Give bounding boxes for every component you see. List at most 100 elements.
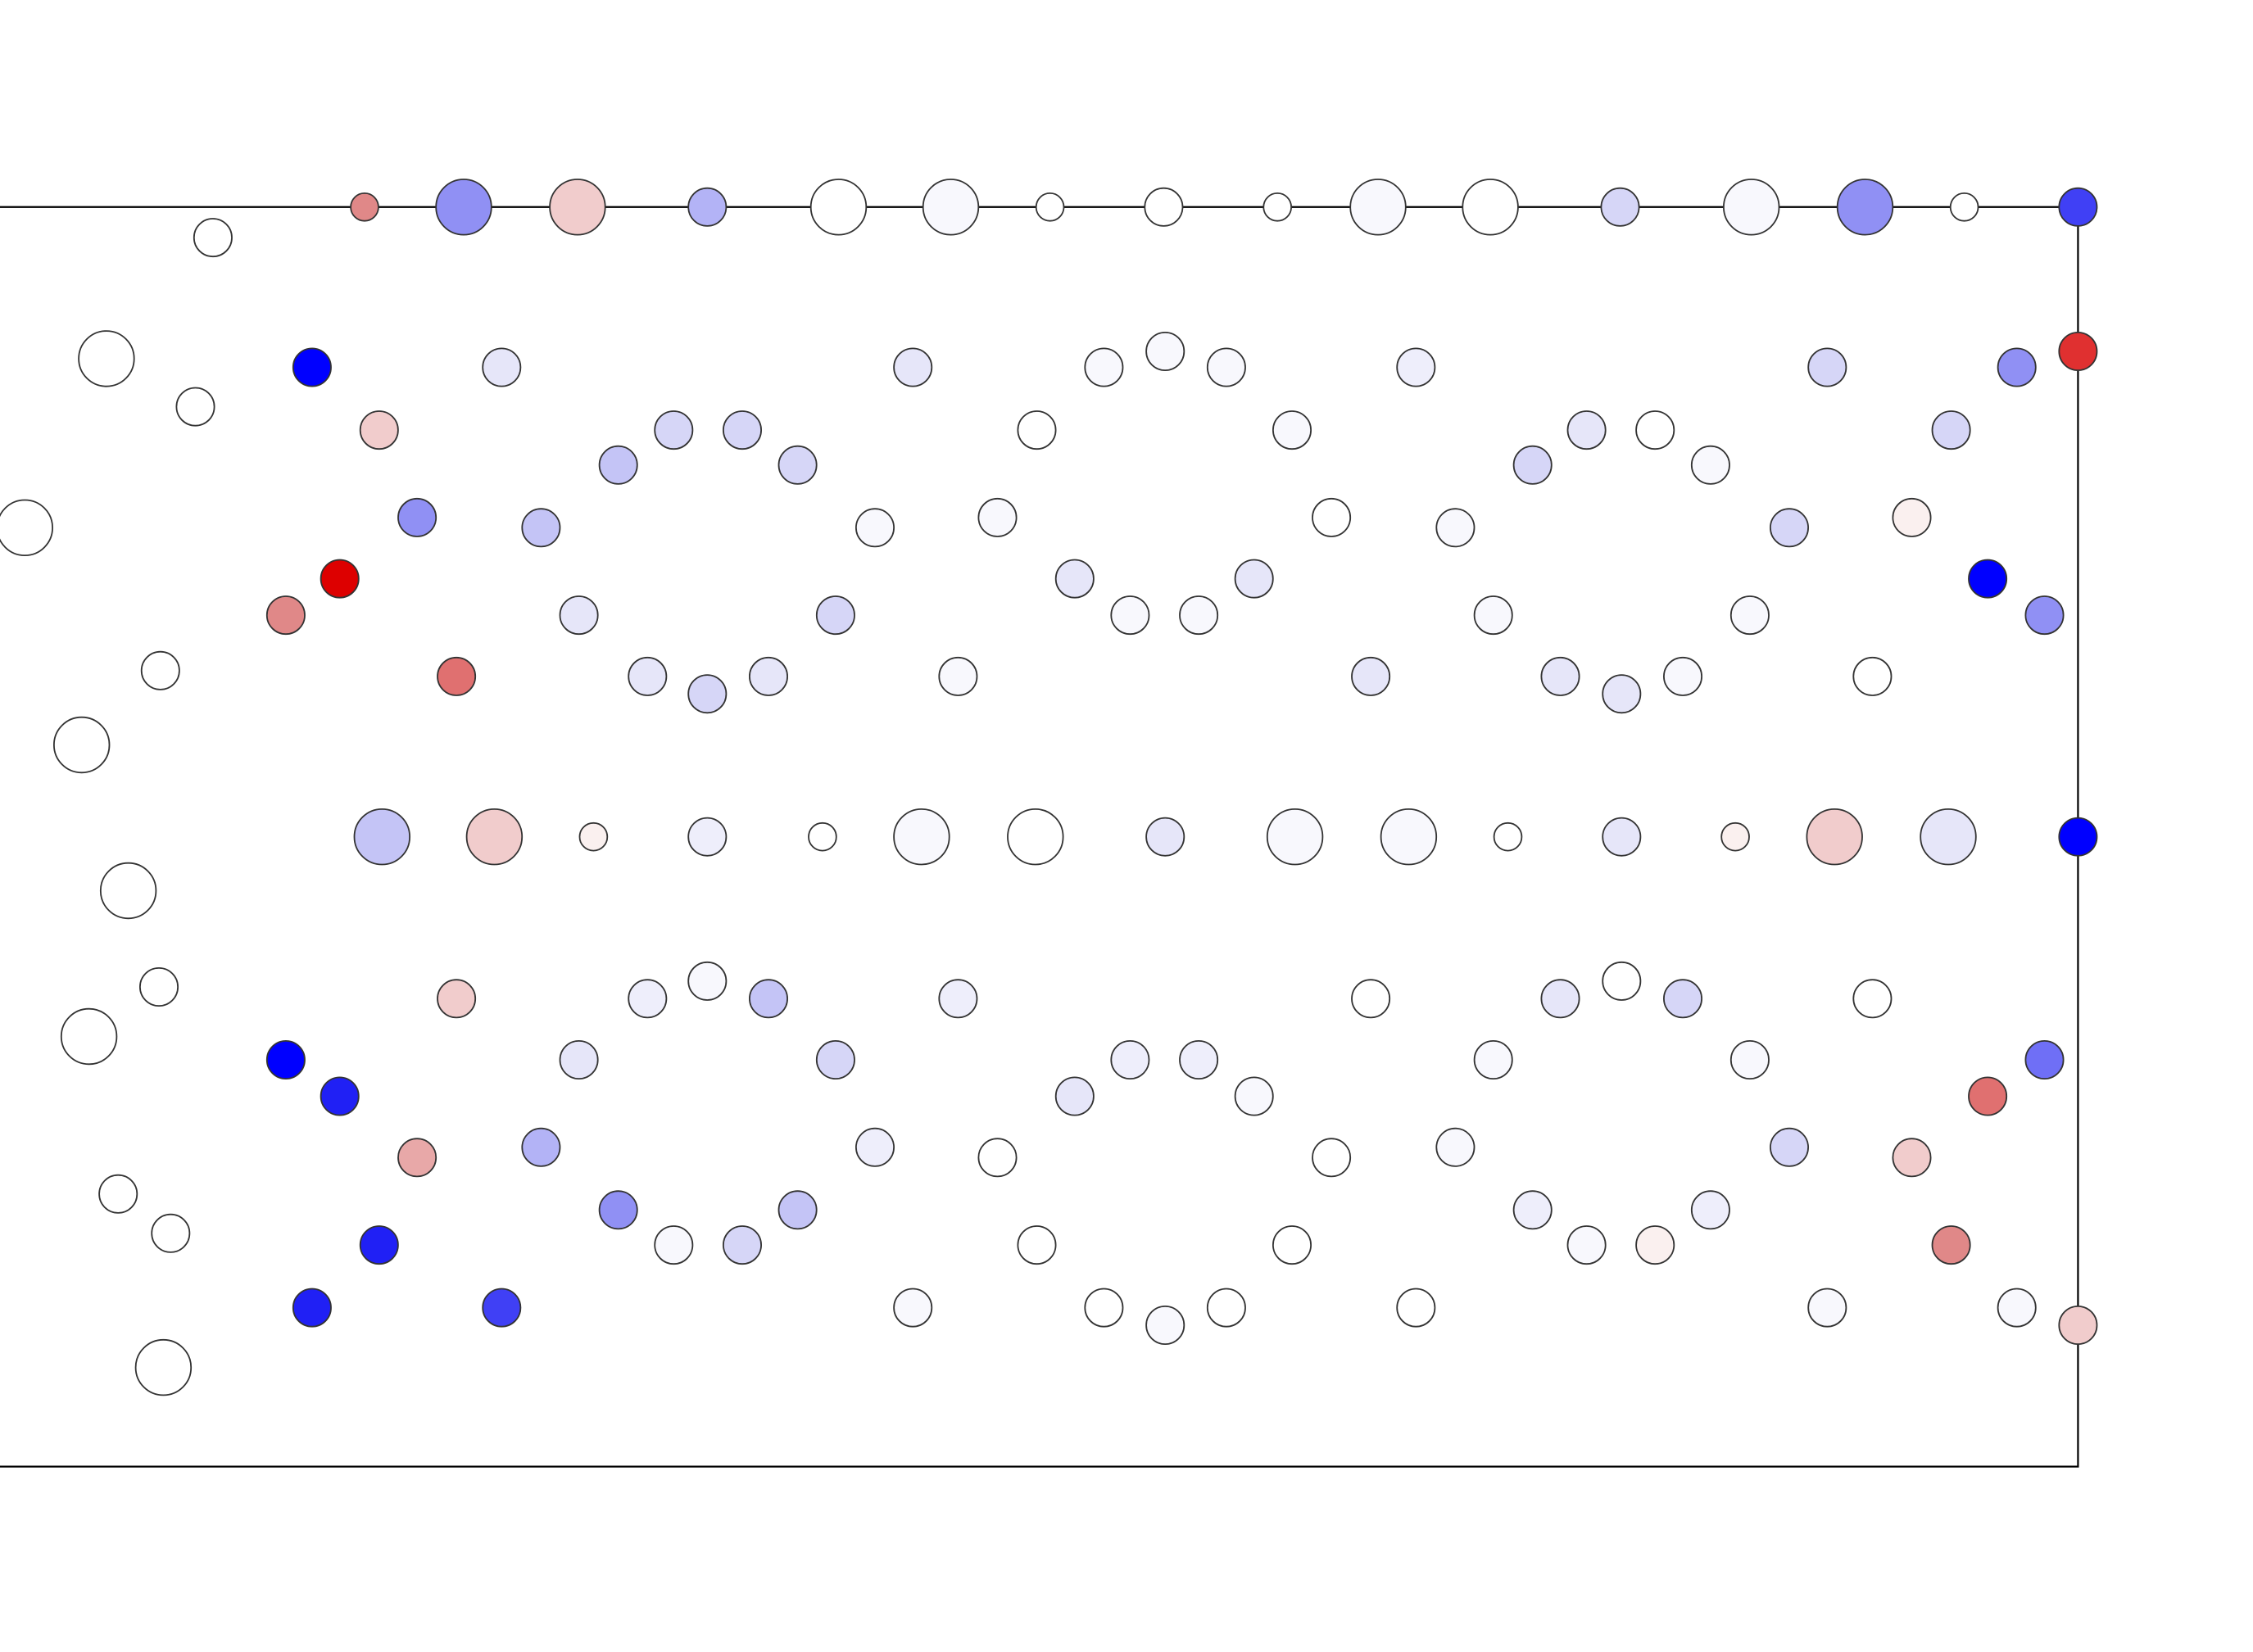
node-circle [99,862,157,920]
node-circle [1920,808,1977,866]
node-circle [1602,674,1642,714]
node-circle [1396,1288,1436,1328]
node-circle [292,347,332,387]
node-circle [1540,979,1580,1019]
node-circle [1663,979,1703,1019]
node-circle [578,821,609,852]
node-circle [893,808,950,866]
node-circle [1110,1040,1150,1080]
node-circle [1600,187,1640,227]
node-circle [1806,808,1863,866]
node-circle [1007,808,1064,866]
node-circle [654,1225,694,1265]
node-layer [0,179,2098,1396]
node-circle [1272,1225,1312,1265]
node-circle [1017,410,1057,450]
node-circle [1807,1288,1847,1328]
node-circle [98,1174,138,1214]
node-circle [151,1213,191,1253]
node-circle [559,595,599,636]
node-circle [2024,595,2065,636]
node-circle [1836,179,1894,236]
node-circle [1540,656,1580,696]
node-circle [2058,187,2098,227]
node-circle [1931,1225,1971,1265]
node-circle [353,808,410,866]
node-circle [687,187,728,227]
node-circle [922,179,980,236]
node-circle [193,218,233,258]
node-circle [359,1225,399,1265]
node-circle [1435,508,1476,548]
node-circle [138,967,179,1007]
node-circle [320,1076,360,1116]
node-circle [2024,1040,2065,1080]
node-circle [938,979,978,1019]
node-circle [1234,559,1274,599]
node-circle [815,1040,855,1080]
node-circle [893,347,933,387]
node-circle [1769,1127,1809,1167]
node-circle [1722,179,1780,236]
node-circle [1949,192,1979,222]
node-circle [320,559,360,599]
node-circle [893,1288,933,1328]
node-circle [938,656,978,696]
node-circle [777,1190,818,1230]
node-circle [855,1127,895,1167]
node-circle [687,817,728,857]
node-circle [1852,656,1893,696]
node-circle [815,595,855,636]
node-circle [1017,1225,1057,1265]
node-circle [1312,497,1352,537]
node-circle [723,410,763,450]
node-circle [1435,1127,1476,1167]
node-circle [1144,187,1184,227]
node-circle [1602,961,1642,1001]
node-circle [1206,347,1246,387]
node-circle [1729,595,1770,636]
node-circle [1852,979,1893,1019]
node-circle [1729,1040,1770,1080]
node-circle [1351,656,1391,696]
node-circle [1493,821,1523,852]
node-circle [1380,808,1438,866]
node-circle [749,979,789,1019]
node-circle [482,1288,522,1328]
node-circle [628,979,668,1019]
node-circle [465,808,524,866]
node-circle [855,508,895,548]
node-circle [2058,331,2098,371]
node-circle [687,961,728,1001]
node-circle [1892,497,1932,537]
node-circle [52,716,111,774]
node-circle [1179,595,1219,636]
node-circle [1602,817,1642,857]
node-circle [1054,1076,1095,1116]
node-circle [482,347,522,387]
node-circle [292,1288,332,1328]
node-circle [749,656,789,696]
node-circle [2058,1306,2098,1346]
node-circle [350,192,379,222]
node-circle [78,330,135,387]
node-circle [1145,817,1185,857]
node-circle [397,497,437,537]
node-circle [1266,808,1324,866]
node-circle [1035,192,1065,222]
node-circle [1690,445,1730,485]
node-circle [265,1040,306,1080]
node-circle [134,1338,193,1396]
node-circle [437,656,477,696]
node-circle [1635,1225,1675,1265]
node-circle [435,179,492,236]
node-circle [687,674,728,714]
node-circle [628,656,668,696]
node-circle [1968,1076,2008,1116]
node-circle [559,1040,599,1080]
node-circle [1396,347,1436,387]
node-circle [1084,1288,1124,1328]
node-circle [1720,821,1750,852]
node-circle [598,445,638,485]
node-circle [1769,508,1809,548]
